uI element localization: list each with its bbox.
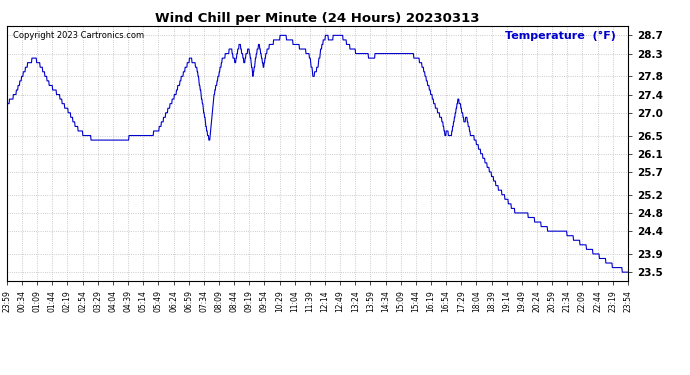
Text: Copyright 2023 Cartronics.com: Copyright 2023 Cartronics.com (13, 32, 144, 40)
Text: Temperature  (°F): Temperature (°F) (504, 32, 615, 41)
Title: Wind Chill per Minute (24 Hours) 20230313: Wind Chill per Minute (24 Hours) 2023031… (155, 12, 480, 25)
